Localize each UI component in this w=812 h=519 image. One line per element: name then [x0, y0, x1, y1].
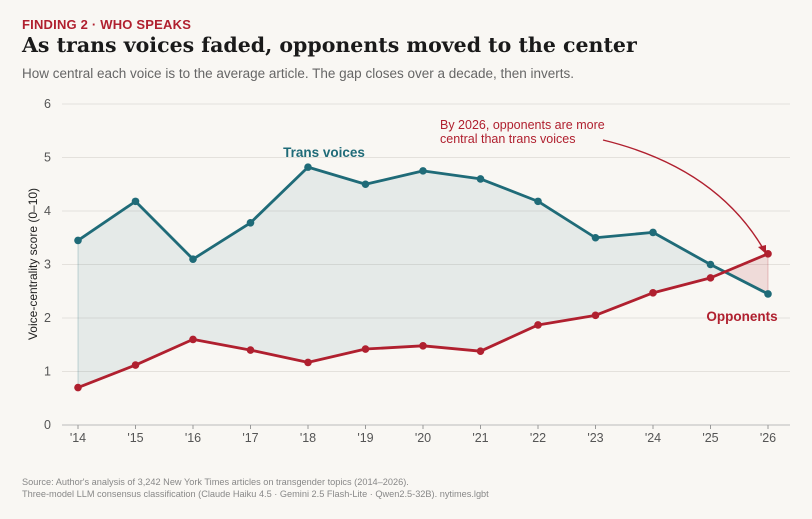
data-point-opponents — [74, 383, 82, 392]
data-point-trans-voices — [706, 260, 715, 269]
data-point-opponents — [361, 345, 370, 353]
data-point-opponents — [706, 274, 715, 282]
data-point-opponents — [591, 311, 600, 320]
y-tick-label: 5 — [44, 151, 51, 165]
gap-fill-segment — [365, 170, 423, 350]
x-tick-label: '18 — [300, 431, 316, 445]
y-tick-label: 6 — [44, 97, 51, 111]
data-point-trans-voices — [764, 290, 772, 298]
x-tick-label: '26 — [760, 431, 776, 445]
data-point-opponents — [246, 346, 255, 354]
gap-fill-segment — [653, 232, 711, 293]
axes: 0 1 2 3 4 5 6 '14 '15 '16 '17 '18 '19 '20 '21 '22 '23 '24… — [44, 97, 776, 445]
gap-fill-segment — [724, 253, 768, 294]
data-point-trans-voices — [189, 255, 197, 263]
gap-fill — [77, 167, 769, 388]
data-point-trans-voices — [131, 197, 140, 206]
data-point-opponents — [304, 358, 312, 367]
data-point-opponents — [131, 361, 140, 369]
x-tick-label: '15 — [127, 431, 143, 445]
kicker: FINDING 2 · WHO SPEAKS — [22, 17, 192, 32]
gap-fill-segment — [135, 201, 193, 366]
gap-fill-segment — [595, 232, 653, 316]
gap-fill-segment — [193, 222, 251, 351]
series-label-trans-voices: Trans voices — [283, 145, 365, 160]
source-line-2: Three-model LLM consensus classification… — [22, 489, 489, 499]
y-tick-label: 0 — [44, 418, 51, 432]
source-note: Source: Author's analysis of 3,242 New Y… — [22, 476, 489, 500]
annotation-line-1: By 2026, opponents are more — [440, 118, 605, 132]
data-point-trans-voices — [361, 180, 370, 189]
y-tick-label: 1 — [44, 365, 51, 379]
x-tick-label: '20 — [415, 431, 431, 445]
x-tick-label: '24 — [645, 431, 661, 445]
annotation-arrow — [602, 139, 765, 251]
gap-fill-segment — [308, 167, 366, 363]
x-tick-label: '14 — [70, 431, 86, 445]
chart-subtitle: How central each voice is to the average… — [22, 66, 575, 81]
gridlines — [62, 103, 790, 426]
gap-fill-segment — [480, 178, 538, 352]
data-point-opponents — [189, 335, 197, 344]
annotation-arrowhead — [758, 245, 766, 254]
data-point-trans-voices — [534, 197, 542, 206]
x-tick-label: '16 — [185, 431, 201, 445]
data-point-opponents — [764, 250, 772, 258]
gap-fill-segment — [78, 201, 136, 388]
annotation-line-2: central than trans voices — [440, 132, 576, 146]
x-tick-label: '17 — [242, 431, 258, 445]
data-point-opponents — [534, 321, 542, 329]
chart-title: As trans voices faded, opponents moved t… — [22, 33, 637, 57]
data-point-opponents — [649, 289, 657, 297]
y-axis-label: Voice-centrality score (0–10) — [26, 188, 40, 340]
data-point-trans-voices — [419, 167, 427, 175]
source-line-1: Source: Author's analysis of 3,242 New Y… — [22, 477, 409, 487]
gap-fill-segment — [538, 201, 596, 325]
data-point-trans-voices — [246, 218, 255, 227]
data-point-trans-voices — [74, 236, 82, 245]
x-tick-label: '19 — [357, 431, 373, 445]
data-point-trans-voices — [649, 228, 657, 237]
x-tick-label: '22 — [530, 431, 546, 445]
y-tick-label: 4 — [44, 204, 51, 218]
data-point-opponents — [419, 342, 427, 350]
series-points — [74, 163, 772, 392]
gap-fill-segment — [423, 170, 481, 352]
x-tick-label: '21 — [472, 431, 488, 445]
series-label-opponents: Opponents — [706, 309, 777, 324]
gap-fill-segment — [250, 167, 308, 363]
data-point-opponents — [476, 347, 485, 355]
x-tick-label: '23 — [587, 431, 603, 445]
x-tick-label: '25 — [702, 431, 718, 445]
data-point-trans-voices — [304, 163, 312, 171]
data-point-trans-voices — [476, 175, 485, 183]
y-tick-label: 2 — [44, 311, 51, 325]
y-tick-label: 3 — [44, 258, 51, 272]
data-point-trans-voices — [591, 233, 600, 242]
